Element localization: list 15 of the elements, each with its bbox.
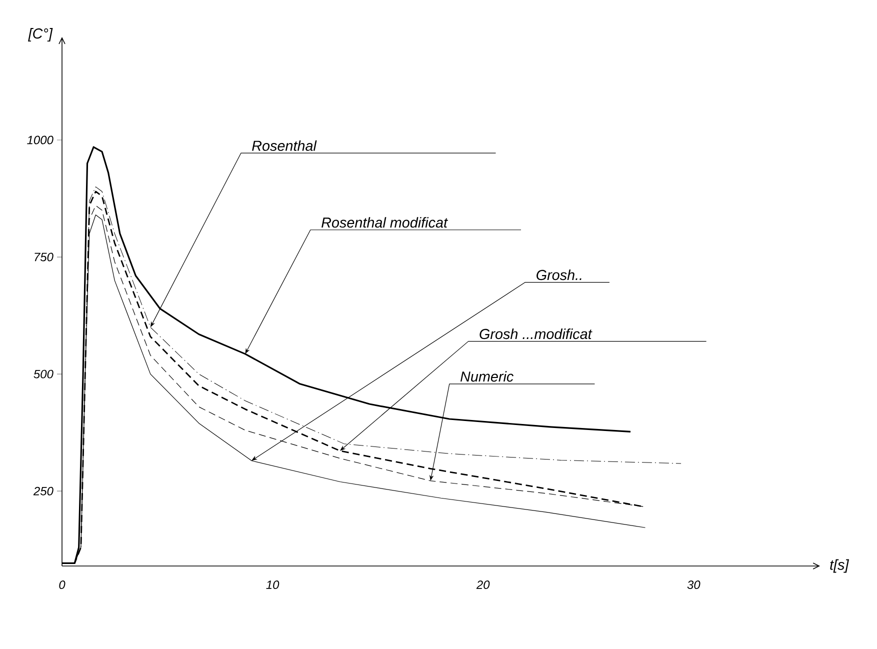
annotation: Grosh..: [536, 270, 582, 280]
x-tick-label: 0: [59, 580, 66, 590]
x-tick-label: 20: [476, 580, 490, 590]
x-tick-label: 10: [266, 580, 280, 590]
x-axis-title: t[s]: [830, 559, 850, 573]
y-tick-label: 500: [34, 370, 54, 378]
y-tick-label: 250: [33, 486, 54, 496]
y-tick-label: 750: [34, 252, 54, 262]
annotation: Rosenthal: [252, 140, 317, 151]
y-tick-label: 1000: [27, 136, 54, 144]
y-axis-title: [C°]: [28, 28, 53, 42]
annotation: Numeric: [460, 371, 514, 382]
annotation: Grosh ...modificat: [480, 328, 592, 340]
annotation: Rosenthal modificat: [322, 217, 448, 228]
x-tick-label: 30: [687, 580, 700, 590]
